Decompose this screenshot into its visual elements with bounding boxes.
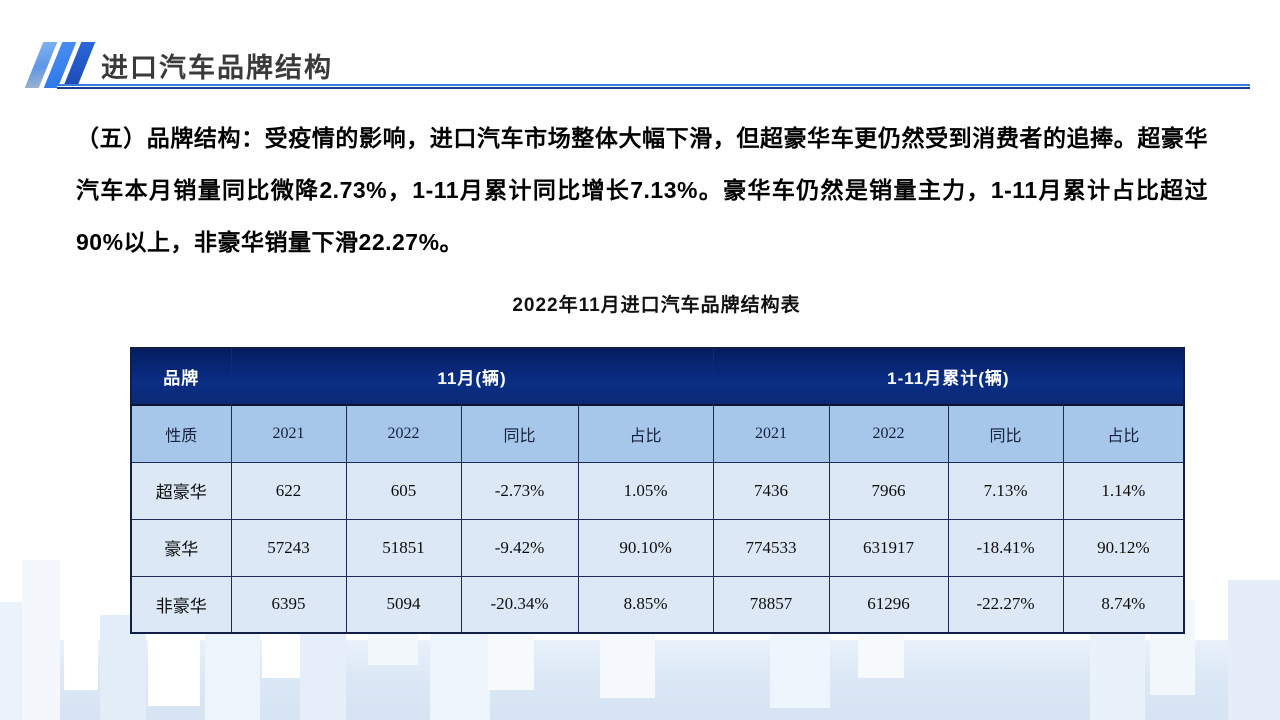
table-cell: 57243 bbox=[230, 518, 347, 577]
table-cell: 78857 bbox=[712, 575, 830, 634]
table-cell: 90.10% bbox=[577, 518, 714, 577]
table-cell: -18.41% bbox=[947, 518, 1064, 577]
table-cell: 7.13% bbox=[947, 461, 1064, 520]
table-cell: -2.73% bbox=[460, 461, 579, 520]
table-row: 非豪华 6395 5094 -20.34% 8.85% 78857 61296 … bbox=[130, 575, 1185, 634]
table-title: 2022年11月进口汽车品牌结构表 bbox=[512, 295, 801, 316]
column-header: 2021 bbox=[230, 404, 347, 463]
table-cell: 5094 bbox=[345, 575, 462, 634]
table-group-header-row: 品牌 11月(辆) 1-11月累计(辆) bbox=[130, 347, 1185, 406]
table-cell: 622 bbox=[230, 461, 347, 520]
table-subheader-row: 性质 2021 2022 同比 占比 2021 2022 同比 占比 bbox=[130, 404, 1185, 463]
table-cell: 774533 bbox=[712, 518, 830, 577]
group-header-november: 11月(辆) bbox=[230, 347, 714, 406]
body-paragraph: （五）品牌结构：受疫情的影响，进口汽车市场整体大幅下滑，但超豪华车更仍然受到消费… bbox=[76, 125, 1208, 255]
row-label: 豪华 bbox=[130, 518, 232, 577]
table-cell: -9.42% bbox=[460, 518, 579, 577]
table-cell: 1.05% bbox=[577, 461, 714, 520]
skyline-building bbox=[1228, 580, 1280, 720]
skyline-band bbox=[0, 640, 1280, 720]
page-title: 进口汽车品牌结构 bbox=[101, 53, 333, 83]
table-row: 豪华 57243 51851 -9.42% 90.10% 774533 6319… bbox=[130, 518, 1185, 577]
table-cell: 6395 bbox=[230, 575, 347, 634]
table-cell: 61296 bbox=[828, 575, 949, 634]
table-cell: 631917 bbox=[828, 518, 949, 577]
table-cell: 90.12% bbox=[1062, 518, 1185, 577]
table-cell: 51851 bbox=[345, 518, 462, 577]
group-header-cumulative: 1-11月累计(辆) bbox=[712, 347, 1185, 406]
table-cell: 7436 bbox=[712, 461, 830, 520]
table-cell: 8.85% bbox=[577, 575, 714, 634]
column-header: 占比 bbox=[577, 404, 714, 463]
header-divider bbox=[57, 84, 1250, 89]
table-cell: -22.27% bbox=[947, 575, 1064, 634]
corner-header-brand: 品牌 bbox=[130, 347, 232, 406]
row-label: 非豪华 bbox=[130, 575, 232, 634]
skyline-building bbox=[148, 624, 200, 706]
skyline-building bbox=[22, 560, 60, 720]
table-cell: 605 bbox=[345, 461, 462, 520]
skyline-building bbox=[430, 628, 490, 720]
column-header: 同比 bbox=[947, 404, 1064, 463]
table-cell: -20.34% bbox=[460, 575, 579, 634]
column-header: 2021 bbox=[712, 404, 830, 463]
table-row: 超豪华 622 605 -2.73% 1.05% 7436 7966 7.13%… bbox=[130, 461, 1185, 520]
table-cell: 7966 bbox=[828, 461, 949, 520]
row-label: 超豪华 bbox=[130, 461, 232, 520]
table-cell: 8.74% bbox=[1062, 575, 1185, 634]
corner-subheader-nature: 性质 bbox=[130, 404, 232, 463]
column-header: 2022 bbox=[345, 404, 462, 463]
brand-structure-table: 品牌 11月(辆) 1-11月累计(辆) 性质 2021 2022 同比 占比 … bbox=[130, 347, 1186, 634]
table-cell: 1.14% bbox=[1062, 461, 1185, 520]
column-header: 2022 bbox=[828, 404, 949, 463]
column-header: 占比 bbox=[1062, 404, 1185, 463]
column-header: 同比 bbox=[460, 404, 579, 463]
skyline-building bbox=[64, 558, 98, 690]
skyline-building bbox=[0, 602, 58, 720]
